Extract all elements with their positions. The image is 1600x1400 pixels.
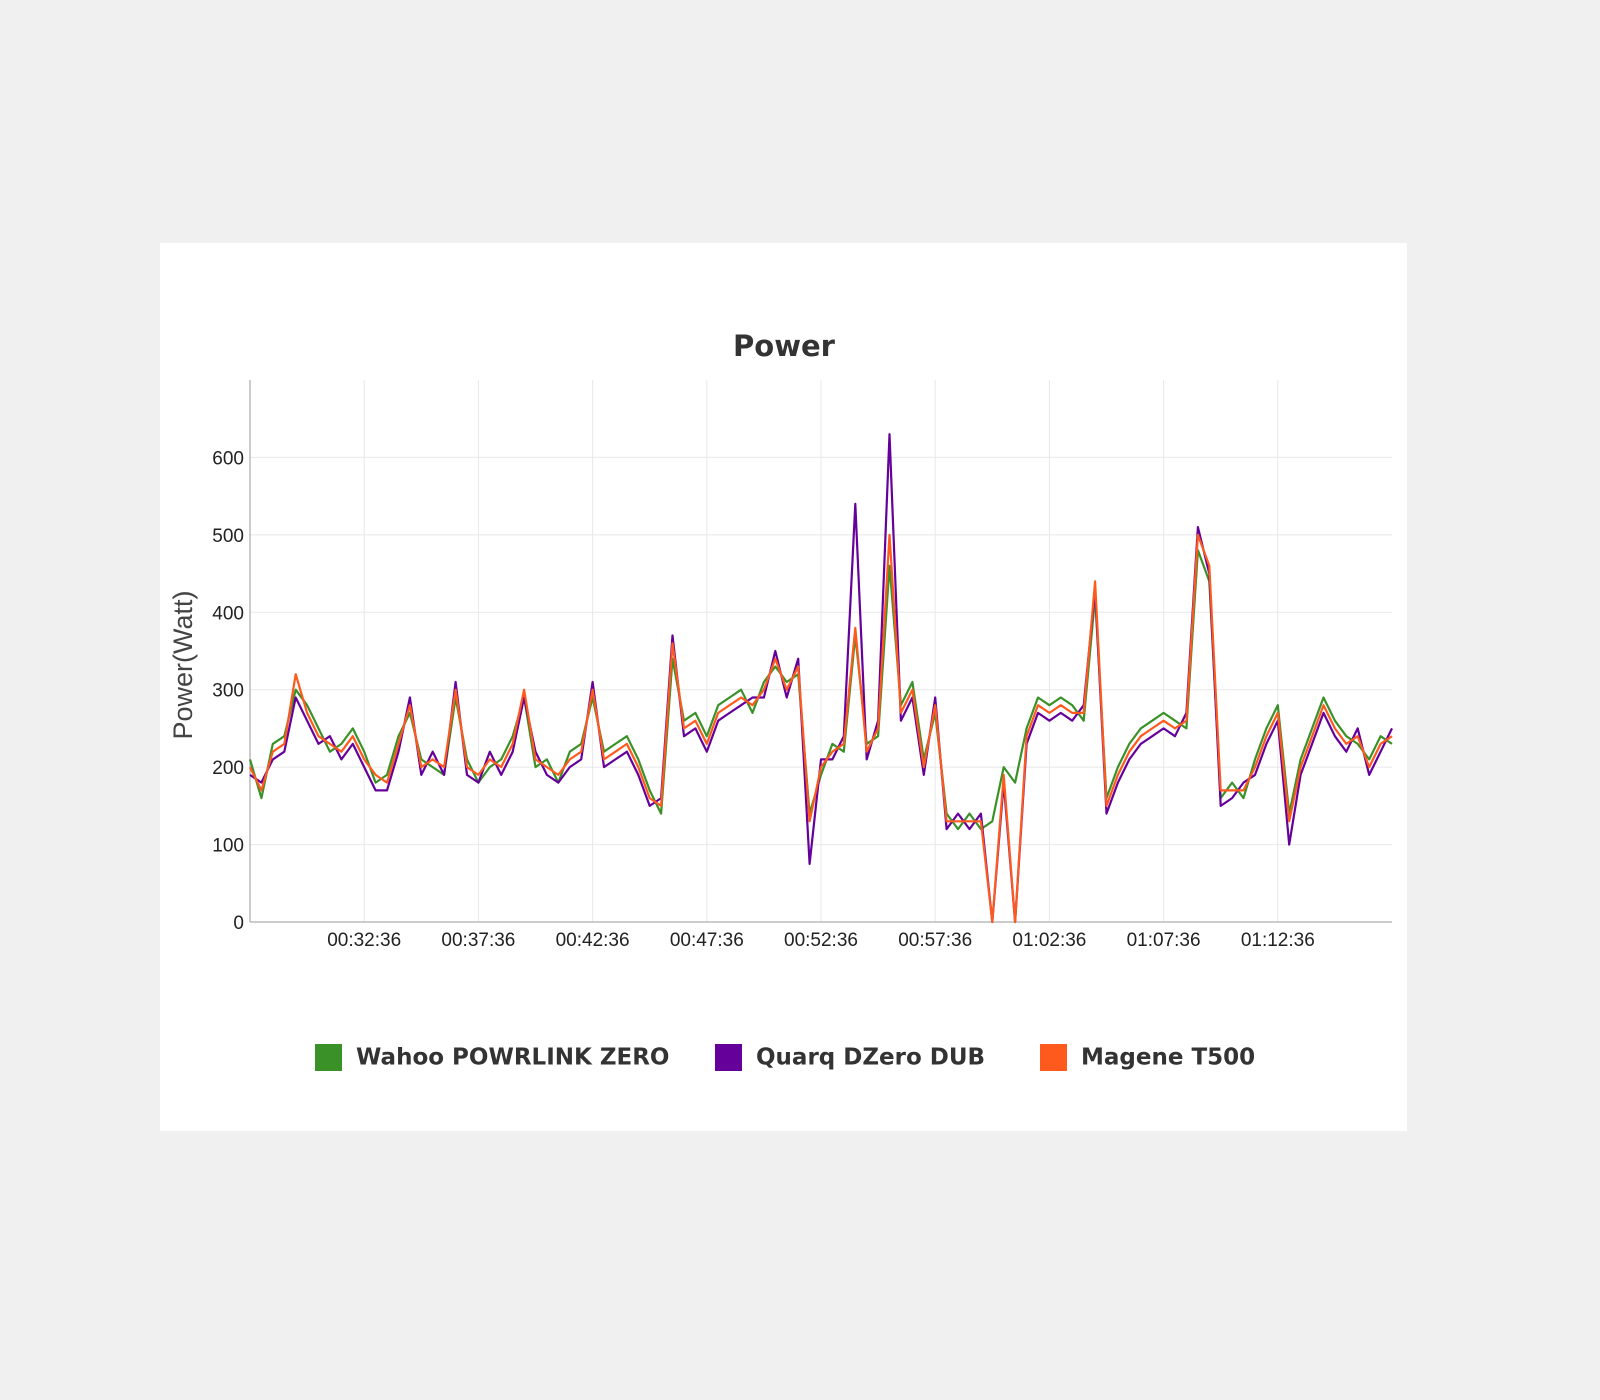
legend-label: Magene T500 <box>1081 1045 1255 1071</box>
x-tick-label: 00:32:36 <box>327 930 401 951</box>
series-line <box>249 533 1393 924</box>
legend-swatch <box>315 1044 342 1071</box>
y-tick-label: 400 <box>212 603 244 624</box>
y-axis-label: Power(Watt) <box>168 590 198 739</box>
x-tick-label: 00:47:36 <box>670 930 744 951</box>
x-tick-label: 01:02:36 <box>1012 930 1086 951</box>
y-tick-label: 500 <box>212 526 244 547</box>
x-tick-label: 01:12:36 <box>1241 930 1315 951</box>
chart-title: Power <box>733 329 836 363</box>
x-tick-label: 01:07:36 <box>1127 930 1201 951</box>
y-tick-label: 200 <box>212 758 244 779</box>
legend-label: Quarq DZero DUB <box>756 1045 985 1071</box>
x-tick-label: 00:42:36 <box>556 930 630 951</box>
legend-label: Wahoo POWRLINK ZERO <box>356 1045 670 1071</box>
y-tick-label: 100 <box>212 836 244 857</box>
legend-swatch <box>715 1044 742 1071</box>
y-tick-label: 600 <box>212 448 244 469</box>
y-tick-label: 0 <box>233 913 244 934</box>
x-tick-label: 00:37:36 <box>441 930 515 951</box>
legend-swatch <box>1040 1044 1067 1071</box>
x-tick-label: 00:57:36 <box>898 930 972 951</box>
y-tick-label: 300 <box>212 681 244 702</box>
x-tick-label: 00:52:36 <box>784 930 858 951</box>
series-line <box>248 549 1393 831</box>
